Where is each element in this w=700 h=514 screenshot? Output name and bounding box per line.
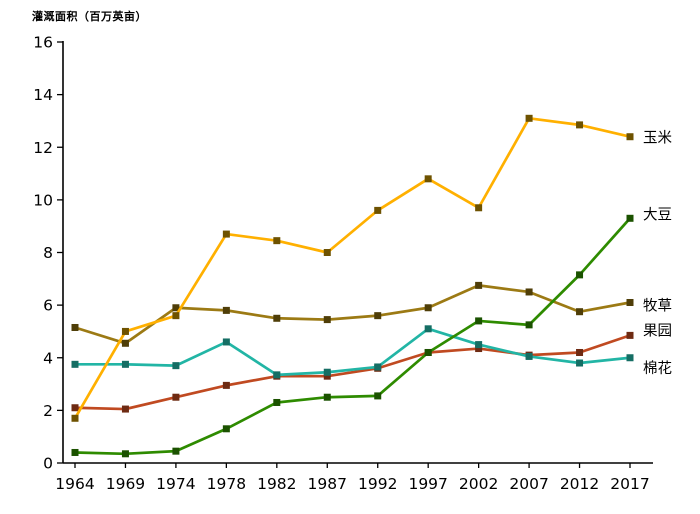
series-marker-果园 — [172, 393, 180, 401]
y-tick-label: 8 — [43, 244, 53, 262]
series-marker-果园 — [475, 345, 483, 353]
series-label-果园: 果园 — [643, 323, 672, 339]
series-label-玉米: 玉米 — [643, 130, 672, 147]
series-marker-牧草 — [424, 304, 432, 312]
series-marker-牧草 — [525, 288, 533, 296]
series-line-棉花 — [73, 327, 632, 377]
series-marker-大豆 — [475, 317, 483, 325]
x-tick-label: 1974 — [156, 475, 195, 493]
series-marker-棉花 — [626, 354, 634, 362]
y-tick-label: 6 — [43, 297, 53, 315]
y-tick-label: 10 — [33, 191, 53, 209]
x-tick-label: 2007 — [509, 475, 548, 493]
series-marker-果园 — [626, 331, 634, 339]
series-marker-果园 — [323, 372, 331, 380]
series-marker-玉米 — [323, 249, 331, 256]
series-marker-果园 — [121, 405, 129, 413]
series-line-玉米 — [73, 116, 632, 420]
series-marker-棉花 — [71, 360, 79, 368]
series-marker-玉米 — [222, 230, 230, 238]
series-marker-大豆 — [121, 450, 129, 458]
series-marker-大豆 — [222, 425, 230, 433]
series-marker-大豆 — [71, 448, 79, 456]
series-marker-大豆 — [525, 321, 533, 329]
series-marker-棉花 — [121, 360, 129, 368]
series-label-棉花: 棉花 — [643, 360, 672, 377]
series-marker-玉米 — [71, 414, 79, 422]
series-line-果园 — [73, 334, 632, 411]
series-marker-牧草 — [626, 298, 634, 306]
series-marker-大豆 — [323, 393, 331, 401]
y-tick-label: 16 — [33, 34, 53, 52]
series-marker-玉米 — [273, 237, 281, 245]
x-tick-label: 1969 — [106, 475, 145, 493]
series-marker-牧草 — [576, 308, 584, 316]
y-tick-label: 12 — [33, 139, 53, 157]
series-marker-棉花 — [374, 363, 382, 371]
series-marker-玉米 — [424, 175, 432, 183]
series-marker-棉花 — [424, 325, 432, 333]
x-tick-label: 1964 — [55, 475, 94, 493]
series-marker-大豆 — [273, 398, 281, 406]
series-marker-棉花 — [222, 338, 230, 346]
y-tick-label: 14 — [33, 86, 53, 104]
series-marker-玉米 — [525, 114, 533, 122]
series-marker-果园 — [71, 404, 79, 412]
y-tick-label: 2 — [43, 402, 53, 420]
series-marker-玉米 — [475, 204, 483, 212]
series-marker-棉花 — [172, 362, 180, 370]
series-marker-牧草 — [222, 306, 230, 314]
x-tick-label: 2002 — [459, 475, 498, 493]
series-marker-棉花 — [273, 371, 281, 379]
series-marker-大豆 — [626, 214, 634, 222]
series-marker-牧草 — [475, 281, 483, 289]
x-tick-label: 1992 — [358, 475, 397, 493]
series-marker-玉米 — [626, 133, 634, 141]
series-marker-牧草 — [323, 316, 331, 324]
x-tick-label: 2017 — [610, 475, 649, 493]
series-label-大豆: 大豆 — [643, 206, 672, 223]
x-tick-label: 1987 — [308, 475, 347, 493]
series-marker-大豆 — [424, 348, 432, 356]
series-marker-大豆 — [576, 271, 584, 279]
series-marker-大豆 — [172, 447, 180, 455]
chart-title: 灌溉面积（百万英亩） — [32, 10, 147, 23]
series-line-牧草 — [73, 284, 632, 345]
series-marker-玉米 — [172, 312, 180, 320]
series-marker-牧草 — [172, 304, 180, 312]
x-tick-label: 1997 — [408, 475, 447, 493]
series-marker-棉花 — [475, 341, 483, 349]
series-marker-牧草 — [121, 339, 129, 347]
series-label-牧草: 牧草 — [643, 297, 672, 314]
x-tick-label: 2012 — [560, 475, 599, 493]
series-marker-牧草 — [273, 314, 281, 322]
y-tick-label: 4 — [43, 349, 53, 367]
series-marker-玉米 — [121, 327, 129, 335]
series-marker-棉花 — [576, 359, 584, 367]
series-marker-牧草 — [71, 323, 79, 331]
series-marker-果园 — [576, 348, 584, 356]
series-marker-棉花 — [525, 352, 533, 360]
series-line-大豆 — [73, 216, 632, 456]
x-tick-label: 1982 — [257, 475, 296, 493]
series-marker-棉花 — [323, 368, 331, 376]
series-marker-玉米 — [374, 206, 382, 214]
x-tick-label: 1978 — [207, 475, 246, 493]
y-tick-label: 0 — [43, 455, 53, 473]
series-marker-牧草 — [374, 312, 382, 320]
series-marker-大豆 — [374, 392, 382, 400]
series-marker-玉米 — [576, 121, 584, 129]
series-marker-果园 — [222, 381, 230, 389]
